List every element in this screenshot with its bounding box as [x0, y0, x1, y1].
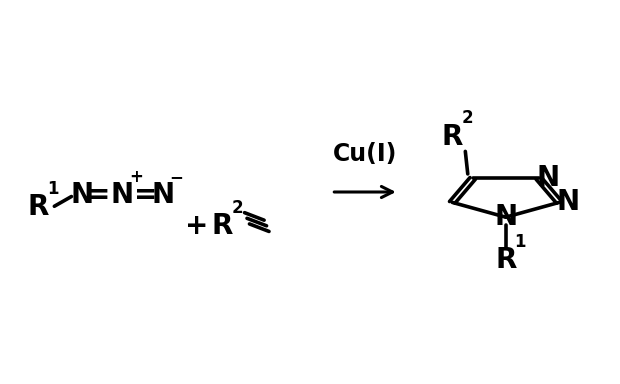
- Text: 1: 1: [46, 180, 58, 198]
- Text: 2: 2: [231, 199, 243, 217]
- Text: N: N: [110, 180, 133, 209]
- Text: 2: 2: [462, 109, 474, 127]
- Text: R: R: [212, 212, 233, 240]
- Text: =: =: [87, 180, 110, 209]
- Text: N: N: [494, 203, 517, 231]
- Text: N: N: [71, 180, 94, 209]
- Text: N: N: [536, 164, 559, 192]
- Text: +: +: [185, 212, 208, 240]
- Text: N: N: [152, 180, 175, 209]
- Text: Cu(I): Cu(I): [333, 142, 397, 166]
- Text: =: =: [134, 180, 157, 209]
- Text: −: −: [170, 168, 184, 186]
- Text: 1: 1: [515, 233, 526, 251]
- Text: R: R: [27, 193, 48, 221]
- Text: N: N: [557, 189, 580, 216]
- Text: R: R: [441, 123, 463, 151]
- Text: R: R: [495, 247, 516, 274]
- Text: +: +: [130, 167, 143, 185]
